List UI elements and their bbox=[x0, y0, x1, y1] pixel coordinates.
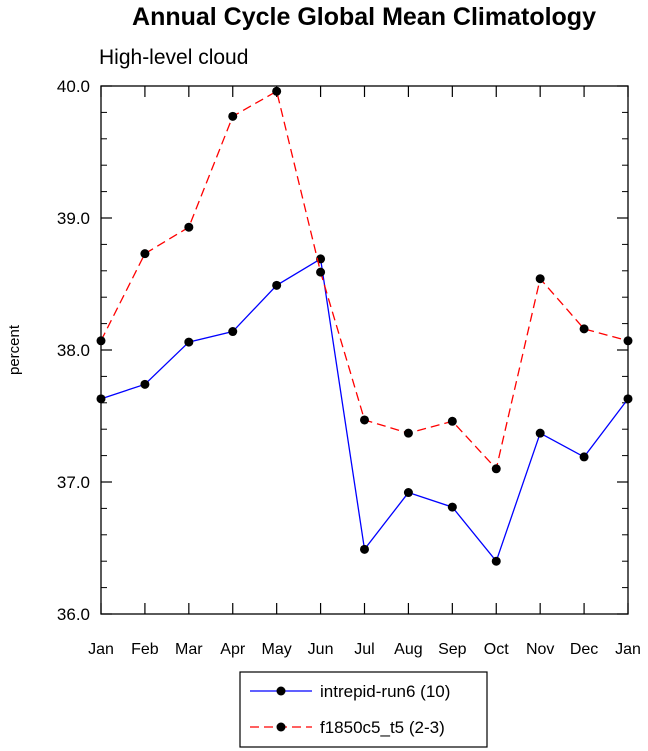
legend-marker-f1850 bbox=[276, 722, 286, 732]
y-tick-label: 37.0 bbox=[57, 473, 90, 492]
x-tick-label: Jan bbox=[615, 641, 641, 658]
data-point-f1850c5-t5-2-3 bbox=[579, 324, 589, 334]
x-tick-label: Apr bbox=[220, 641, 246, 658]
chart-subtitle: High-level cloud bbox=[99, 46, 248, 69]
data-point-intrepid-run6-10 bbox=[140, 379, 150, 389]
data-point-intrepid-run6-10 bbox=[579, 452, 589, 462]
y-tick-label: 38.0 bbox=[57, 341, 90, 360]
x-tick-label: Oct bbox=[484, 641, 509, 658]
data-point-f1850c5-t5-2-3 bbox=[140, 249, 150, 259]
data-point-f1850c5-t5-2-3 bbox=[535, 274, 545, 284]
x-tick-label: Feb bbox=[131, 641, 159, 658]
series-line-f1850c5-t5-2-3 bbox=[100, 90, 629, 471]
y-tick-label: 40.0 bbox=[57, 77, 90, 96]
data-point-f1850c5-t5-2-3 bbox=[447, 416, 457, 426]
axis-ticks: 36.0 37.0 38.0 39.0 40.0 Jan Feb Mar Apr May Jun Ju… bbox=[57, 77, 641, 658]
data-point-intrepid-run6-10 bbox=[403, 488, 413, 498]
data-point-f1850c5-t5-2-3 bbox=[360, 415, 369, 425]
data-point-intrepid-run6-10 bbox=[535, 428, 545, 438]
y-tick-label: 36.0 bbox=[57, 605, 90, 624]
x-tick-label: Dec bbox=[570, 641, 598, 658]
legend-box bbox=[239, 671, 488, 748]
x-tick-label: Jun bbox=[308, 641, 334, 658]
x-tick-label: Jul bbox=[354, 641, 374, 658]
data-point-f1850c5-t5-2-3 bbox=[228, 111, 238, 121]
data-point-f1850c5-t5-2-3 bbox=[491, 464, 501, 474]
x-tick-label: Aug bbox=[394, 641, 422, 658]
x-tick-label: May bbox=[262, 641, 292, 658]
data-point-intrepid-run6-10 bbox=[447, 502, 457, 512]
data-point-intrepid-run6-10 bbox=[623, 394, 633, 404]
y-tick-label: 39.0 bbox=[57, 209, 90, 228]
legend-label-intrepid: intrepid-run6 (10) bbox=[320, 682, 450, 701]
legend-marker-intrepid bbox=[276, 686, 286, 696]
data-point-intrepid-run6-10 bbox=[491, 556, 501, 566]
data-point-f1850c5-t5-2-3 bbox=[184, 222, 194, 232]
data-point-f1850c5-t5-2-3 bbox=[96, 336, 106, 346]
data-point-intrepid-run6-10 bbox=[96, 394, 106, 404]
legend: intrepid-run6 (10) f1850c5_t5 (2-3) bbox=[239, 671, 488, 748]
data-point-intrepid-run6-10 bbox=[228, 327, 238, 337]
x-tick-label: Sep bbox=[438, 641, 467, 658]
x-tick-label: Jan bbox=[88, 641, 114, 658]
series-group bbox=[96, 86, 633, 566]
series-line-intrepid-run6-10 bbox=[100, 257, 629, 563]
data-point-f1850c5-t5-2-3 bbox=[272, 86, 282, 96]
data-point-f1850c5-t5-2-3 bbox=[623, 336, 633, 346]
data-point-intrepid-run6-10 bbox=[184, 337, 194, 347]
data-point-intrepid-run6-10 bbox=[272, 280, 282, 290]
x-tick-label: Mar bbox=[175, 641, 203, 658]
x-tick-label: Nov bbox=[526, 641, 554, 658]
data-point-f1850c5-t5-2-3 bbox=[403, 428, 413, 438]
data-point-intrepid-run6-10 bbox=[360, 544, 369, 554]
chart-title: Annual Cycle Global Mean Climatology bbox=[132, 3, 596, 31]
legend-label-f1850: f1850c5_t5 (2-3) bbox=[320, 718, 445, 737]
y-axis-label: percent bbox=[6, 324, 23, 375]
data-point-f1850c5-t5-2-3 bbox=[316, 267, 326, 277]
